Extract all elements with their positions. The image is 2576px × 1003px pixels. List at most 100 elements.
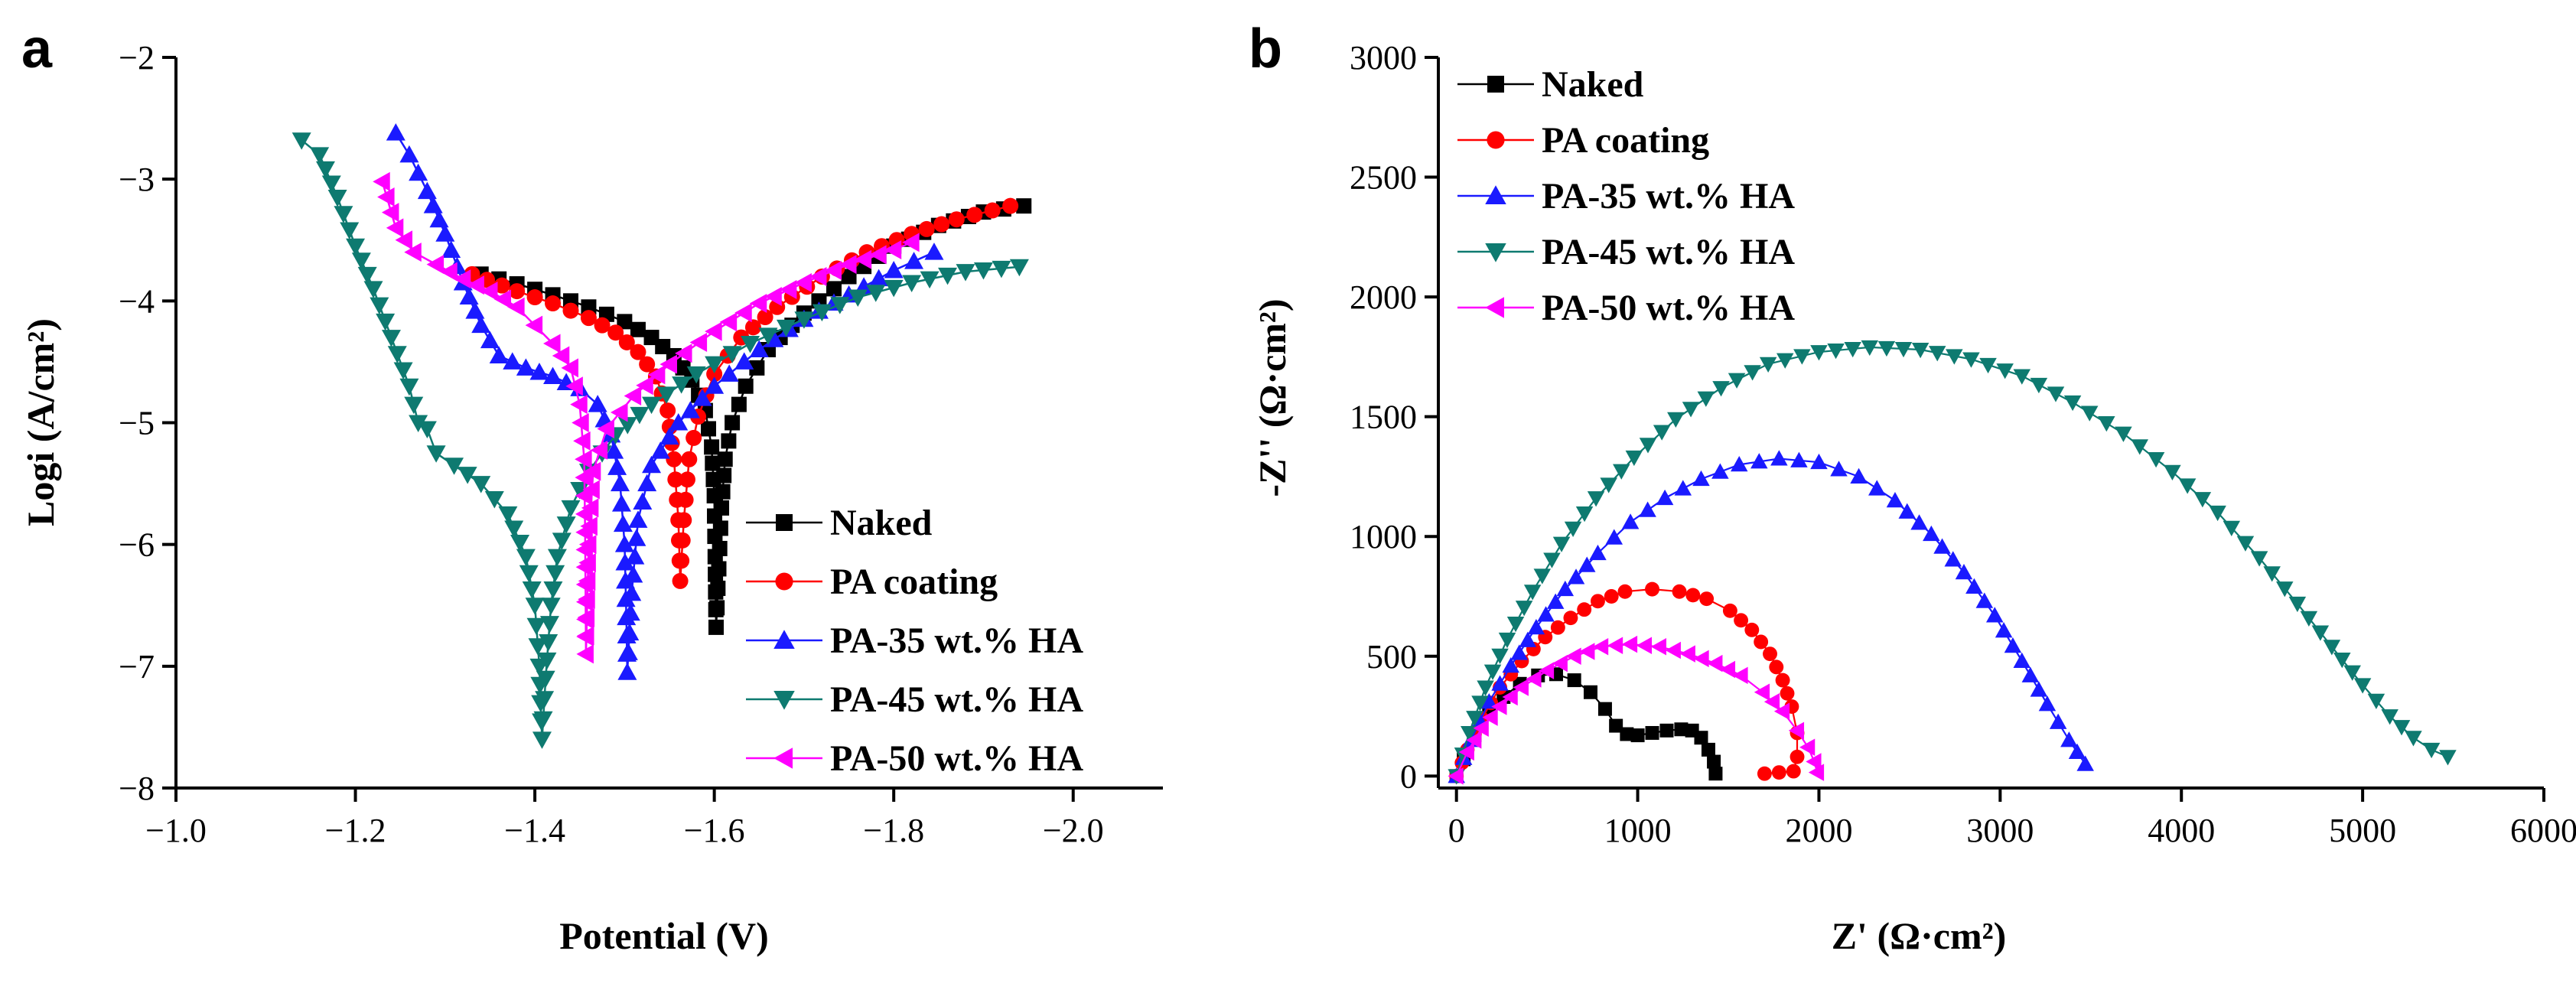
data-point — [1605, 529, 1623, 545]
data-point — [2288, 596, 2307, 613]
data-point — [659, 354, 677, 374]
data-point — [565, 376, 583, 396]
legend-item: PA-45 wt.% HA — [1457, 232, 1795, 272]
data-point — [675, 360, 691, 376]
data-point — [902, 275, 922, 292]
data-point — [570, 395, 588, 415]
y-tick-label: −3 — [119, 161, 155, 198]
x-tick-label: 3000 — [1966, 812, 2034, 849]
data-point — [346, 238, 366, 256]
x-tick-label: −1.8 — [863, 812, 924, 849]
panel-b: b Z' (Ω·cm²) -Z'' (Ω·cm²) 0 1000 2000 3000 4… — [1249, 18, 2576, 957]
data-point — [1621, 635, 1638, 653]
data-point — [636, 376, 653, 396]
data-point — [869, 269, 889, 287]
legend-label: Naked — [830, 503, 933, 543]
data-point — [1911, 343, 1930, 359]
data-point — [357, 266, 377, 285]
data-point — [1844, 341, 1861, 358]
data-point — [854, 249, 872, 269]
data-point — [1473, 719, 1489, 737]
data-point — [839, 255, 857, 275]
x-tick-label: −1.0 — [145, 812, 207, 849]
data-point — [516, 549, 536, 567]
data-point — [1597, 702, 1612, 716]
data-point — [1754, 683, 1770, 702]
data-point — [674, 532, 691, 549]
data-point — [386, 123, 405, 141]
data-point — [321, 175, 341, 193]
data-point — [484, 490, 504, 509]
data-point — [2030, 681, 2048, 697]
data-point — [734, 352, 754, 370]
data-point — [2013, 369, 2031, 385]
data-point — [1946, 349, 1963, 365]
data-point — [618, 334, 635, 350]
data-point — [561, 358, 578, 378]
data-point — [404, 243, 422, 262]
data-point — [575, 449, 592, 469]
data-point — [830, 297, 850, 314]
legend-label: PA-35 wt.% HA — [830, 620, 1083, 661]
panel-b-y-axis-label: -Z'' (Ω·cm²) — [1251, 298, 1294, 497]
data-point — [672, 376, 692, 394]
data-point — [2049, 713, 2067, 729]
data-point — [1763, 693, 1780, 711]
data-point — [764, 286, 782, 306]
data-point — [711, 561, 727, 577]
data-point — [334, 206, 353, 223]
data-point — [578, 535, 597, 555]
data-point — [722, 346, 742, 363]
data-point — [576, 644, 594, 664]
data-point — [539, 616, 559, 633]
data-point — [543, 334, 561, 353]
data-point — [2323, 640, 2341, 656]
data-point — [1674, 722, 1689, 737]
data-point — [656, 386, 676, 404]
legend-marker — [1487, 76, 1504, 93]
data-point — [1759, 357, 1777, 373]
data-point — [1868, 480, 1886, 496]
data-point — [758, 327, 778, 345]
data-point — [1685, 588, 1701, 603]
data-point — [617, 314, 633, 330]
data-point — [519, 565, 539, 583]
data-point — [1674, 480, 1692, 496]
data-point — [948, 211, 965, 228]
data-point — [458, 467, 477, 484]
data-point — [2311, 625, 2330, 641]
data-point — [1711, 463, 1729, 479]
data-point — [973, 262, 993, 280]
data-point — [681, 451, 698, 467]
data-point — [1776, 353, 1794, 369]
data-point — [1645, 725, 1659, 740]
data-point — [1607, 637, 1623, 654]
data-point — [556, 516, 576, 534]
data-point — [2367, 693, 2385, 709]
panel-b-plot-area: 0 1000 2000 3000 4000 5000 6000 0 500 1000 1500 200… — [1350, 39, 2576, 849]
series-pa35 — [1448, 450, 2094, 783]
data-point — [1556, 580, 1575, 597]
data-point — [1491, 698, 1507, 715]
data-point — [1639, 501, 1656, 517]
data-point — [1708, 767, 1723, 781]
data-point — [498, 506, 518, 524]
data-point — [705, 455, 721, 471]
data-point — [841, 269, 857, 285]
data-point — [1788, 721, 1805, 740]
data-point — [590, 440, 608, 460]
data-point — [1894, 341, 1913, 358]
data-point — [2405, 731, 2422, 747]
data-point — [1754, 634, 1769, 650]
data-point — [1712, 381, 1730, 397]
data-point — [869, 245, 887, 265]
y-tick-label: −8 — [119, 770, 155, 807]
data-point — [525, 315, 543, 335]
data-point — [704, 439, 720, 455]
data-point — [659, 402, 676, 419]
data-point — [594, 317, 611, 334]
x-tick-label: −1.2 — [325, 812, 386, 849]
data-point — [1506, 616, 1525, 633]
data-point — [749, 340, 769, 357]
data-point — [1613, 464, 1630, 480]
